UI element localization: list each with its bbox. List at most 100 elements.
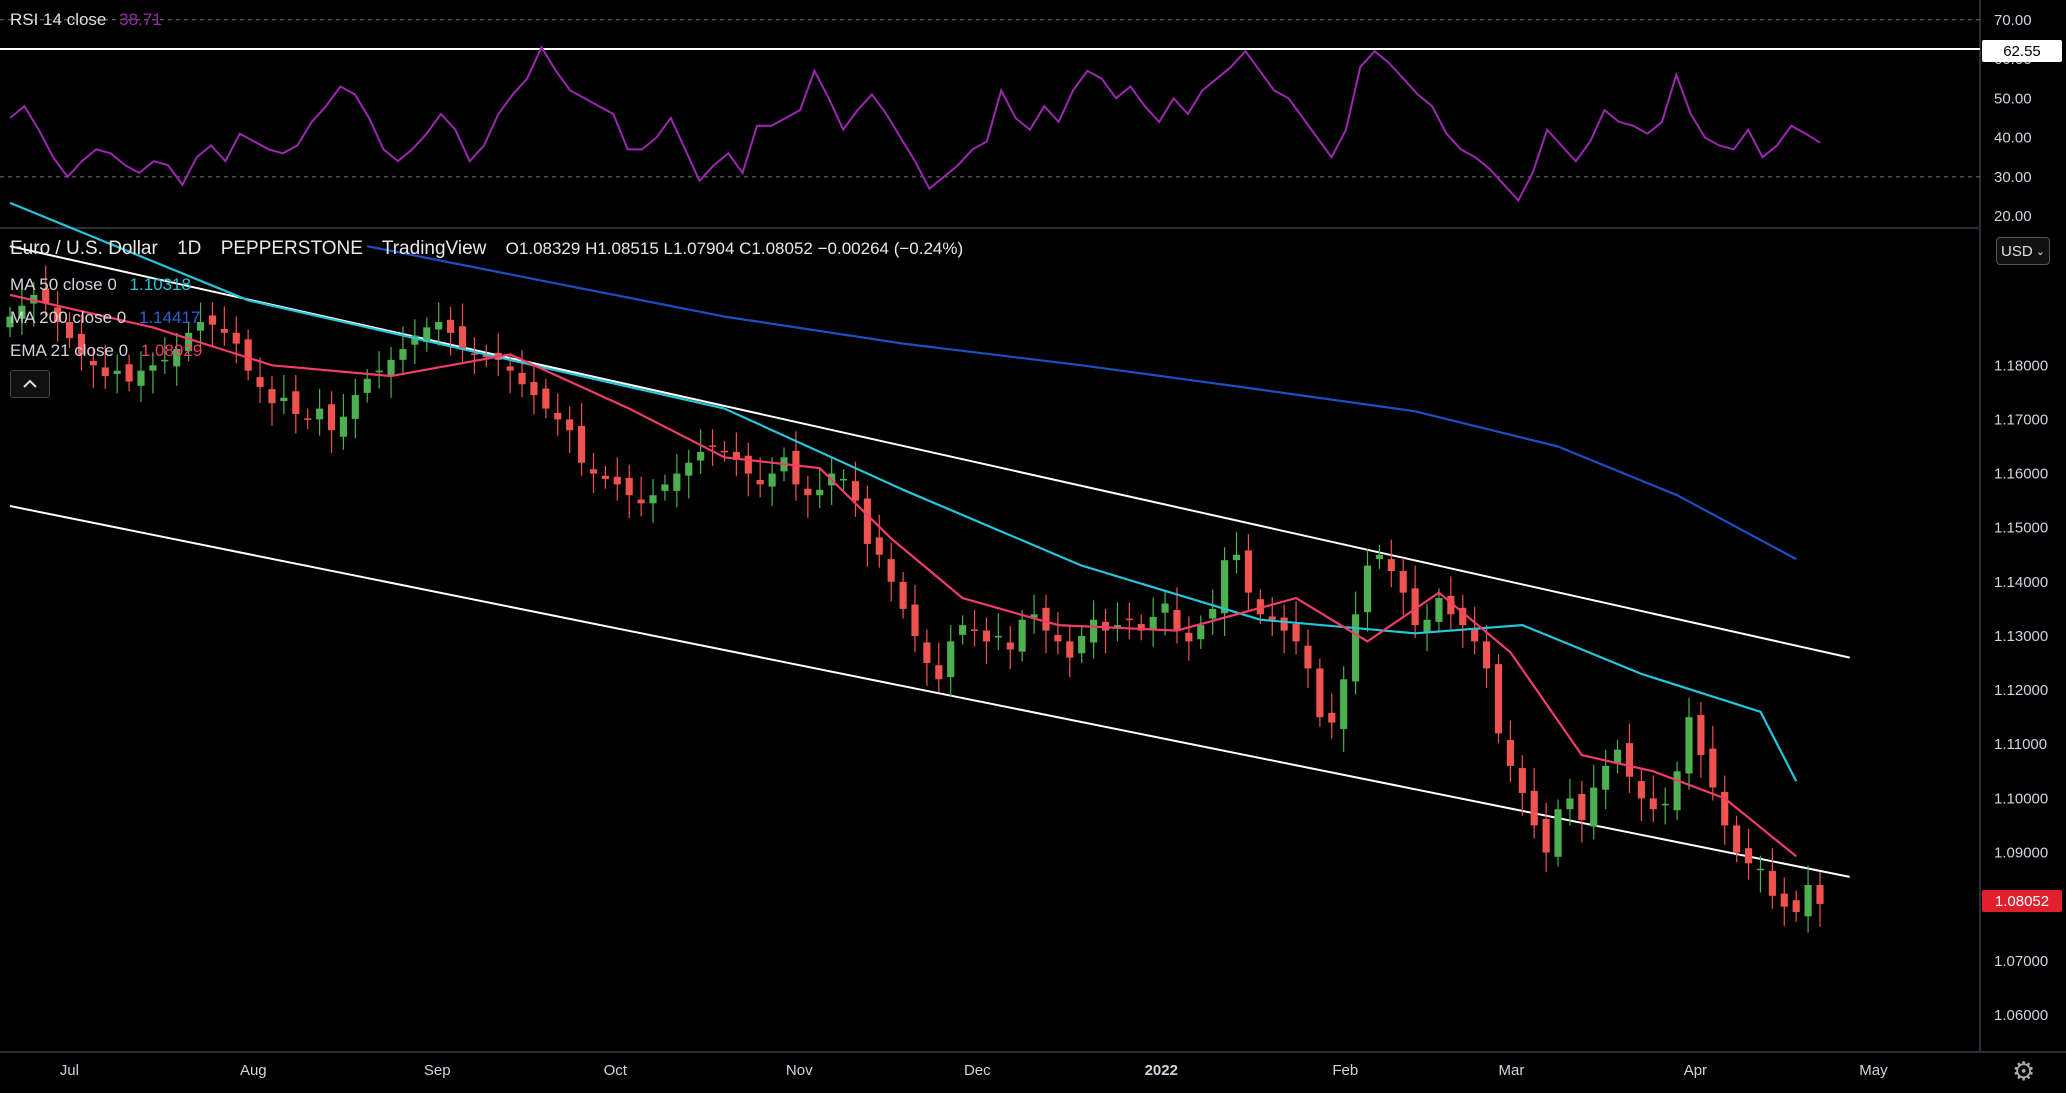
candle-body bbox=[304, 418, 312, 420]
candle-body bbox=[1292, 624, 1300, 642]
gear-icon[interactable]: ⚙ bbox=[2012, 1056, 2036, 1086]
price-tick-label: 1.14000 bbox=[1994, 574, 2048, 591]
candle-body bbox=[697, 451, 705, 461]
candle-body bbox=[1304, 645, 1312, 669]
candle-body bbox=[542, 388, 550, 409]
candle-body bbox=[458, 326, 467, 350]
time-tick-label: Feb bbox=[1332, 1062, 1358, 1079]
price-tick-label: 1.10000 bbox=[1994, 790, 2048, 807]
candle-body bbox=[899, 581, 907, 609]
ema21-label: EMA 21 close 0 bbox=[10, 341, 129, 360]
ema21-legend[interactable]: EMA 21 close 0 1.08929 bbox=[10, 341, 202, 361]
candle-body bbox=[1268, 616, 1276, 620]
candle-body bbox=[1685, 717, 1693, 774]
ma50-label: MA 50 close 0 bbox=[10, 275, 117, 294]
rsi-pane bbox=[0, 19, 1980, 203]
price-pane bbox=[6, 201, 1850, 933]
candle-body bbox=[1078, 635, 1086, 654]
time-tick-label: Dec bbox=[964, 1062, 991, 1079]
price-tick-label: 1.16000 bbox=[1994, 466, 2048, 483]
last-price-value: 1.08052 bbox=[1994, 892, 2050, 910]
candle-body bbox=[125, 364, 133, 382]
candle-body bbox=[1185, 632, 1193, 642]
price-tick-label: 1.18000 bbox=[1994, 357, 2048, 374]
candle-body bbox=[482, 354, 490, 358]
price-tick-label: 1.11000 bbox=[1994, 736, 2047, 753]
candle-body bbox=[65, 321, 74, 339]
candle-body bbox=[863, 498, 871, 544]
candle-body bbox=[1054, 634, 1062, 642]
candle-body bbox=[1244, 550, 1252, 593]
last-price-tag: 1.08052 bbox=[1982, 890, 2062, 912]
candle-body bbox=[1721, 791, 1729, 826]
candle-body bbox=[530, 382, 538, 396]
price-tick-label: 1.07000 bbox=[1994, 953, 2048, 970]
candle-body bbox=[1387, 559, 1395, 571]
interval-label[interactable]: 1D bbox=[177, 238, 202, 259]
candle-body bbox=[839, 478, 848, 481]
candle-body bbox=[1399, 571, 1407, 593]
candle-body bbox=[649, 495, 657, 504]
time-tick-label: Jul bbox=[60, 1062, 79, 1079]
candle-body bbox=[1709, 748, 1717, 788]
candle-body bbox=[1816, 885, 1824, 904]
candle-body bbox=[54, 307, 62, 322]
candle-body bbox=[1518, 768, 1526, 793]
candle-body bbox=[339, 416, 347, 437]
candle-body bbox=[625, 477, 633, 496]
candle-body bbox=[1280, 617, 1288, 631]
candle-body bbox=[1578, 794, 1586, 821]
ma50-legend[interactable]: MA 50 close 0 1.10318 bbox=[10, 275, 191, 295]
candle-body bbox=[578, 425, 586, 463]
collapse-legend-button[interactable] bbox=[10, 370, 50, 398]
rsi-legend[interactable]: RSI 14 close 38.71 bbox=[10, 10, 162, 30]
rsi-tick-label: 20.00 bbox=[1994, 208, 2032, 225]
candle-body bbox=[1423, 619, 1431, 632]
rsi-tick-label: 30.00 bbox=[1994, 169, 2032, 186]
candle-body bbox=[1435, 598, 1443, 622]
candle-body bbox=[89, 360, 97, 366]
candle-body bbox=[851, 481, 860, 501]
price-tick-label: 1.09000 bbox=[1994, 845, 2048, 862]
candle-body bbox=[875, 537, 883, 555]
candle-body bbox=[1804, 885, 1812, 917]
ma200-value: 1.14417 bbox=[138, 308, 201, 327]
candle-body bbox=[101, 367, 109, 377]
candle-body bbox=[1602, 765, 1610, 790]
candle-body bbox=[1197, 625, 1205, 640]
candle-body bbox=[1316, 668, 1324, 718]
candle-body bbox=[554, 412, 562, 420]
price-tick-label: 1.17000 bbox=[1994, 411, 2048, 428]
candle-body bbox=[708, 445, 717, 447]
candle-body bbox=[923, 642, 931, 664]
candle-body bbox=[1590, 787, 1598, 827]
candle-body bbox=[1340, 679, 1348, 730]
ma200-legend[interactable]: MA 200 close 0 1.14417 bbox=[10, 308, 200, 328]
candle-body bbox=[149, 365, 157, 371]
candle-body bbox=[1066, 641, 1074, 658]
candle-body bbox=[1780, 893, 1788, 907]
candle-body bbox=[994, 635, 1002, 638]
candle-body bbox=[161, 359, 169, 362]
candle-body bbox=[1042, 607, 1050, 631]
candle-body bbox=[399, 349, 407, 360]
symbol-header[interactable]: Euro / U.S. Dollar 1D PEPPERSTONE Tradin… bbox=[10, 238, 963, 260]
candle-body bbox=[637, 499, 645, 504]
candle-body bbox=[1363, 565, 1372, 613]
candle-body bbox=[423, 327, 431, 342]
candle-body bbox=[1471, 629, 1479, 642]
candle-body bbox=[363, 378, 371, 393]
candle-body bbox=[1125, 618, 1133, 621]
candle-body bbox=[1459, 607, 1467, 626]
source-label: TradingView bbox=[381, 238, 487, 259]
candle-body bbox=[887, 559, 895, 582]
candle-body bbox=[1161, 603, 1169, 613]
candle-body bbox=[1149, 617, 1157, 631]
time-tick-label: May bbox=[1859, 1062, 1888, 1079]
candle-body bbox=[613, 476, 621, 485]
currency-button[interactable]: USD ⌄ bbox=[1996, 237, 2050, 265]
candle-body bbox=[196, 321, 205, 331]
candle-body bbox=[387, 359, 395, 376]
candle-body bbox=[77, 333, 86, 355]
